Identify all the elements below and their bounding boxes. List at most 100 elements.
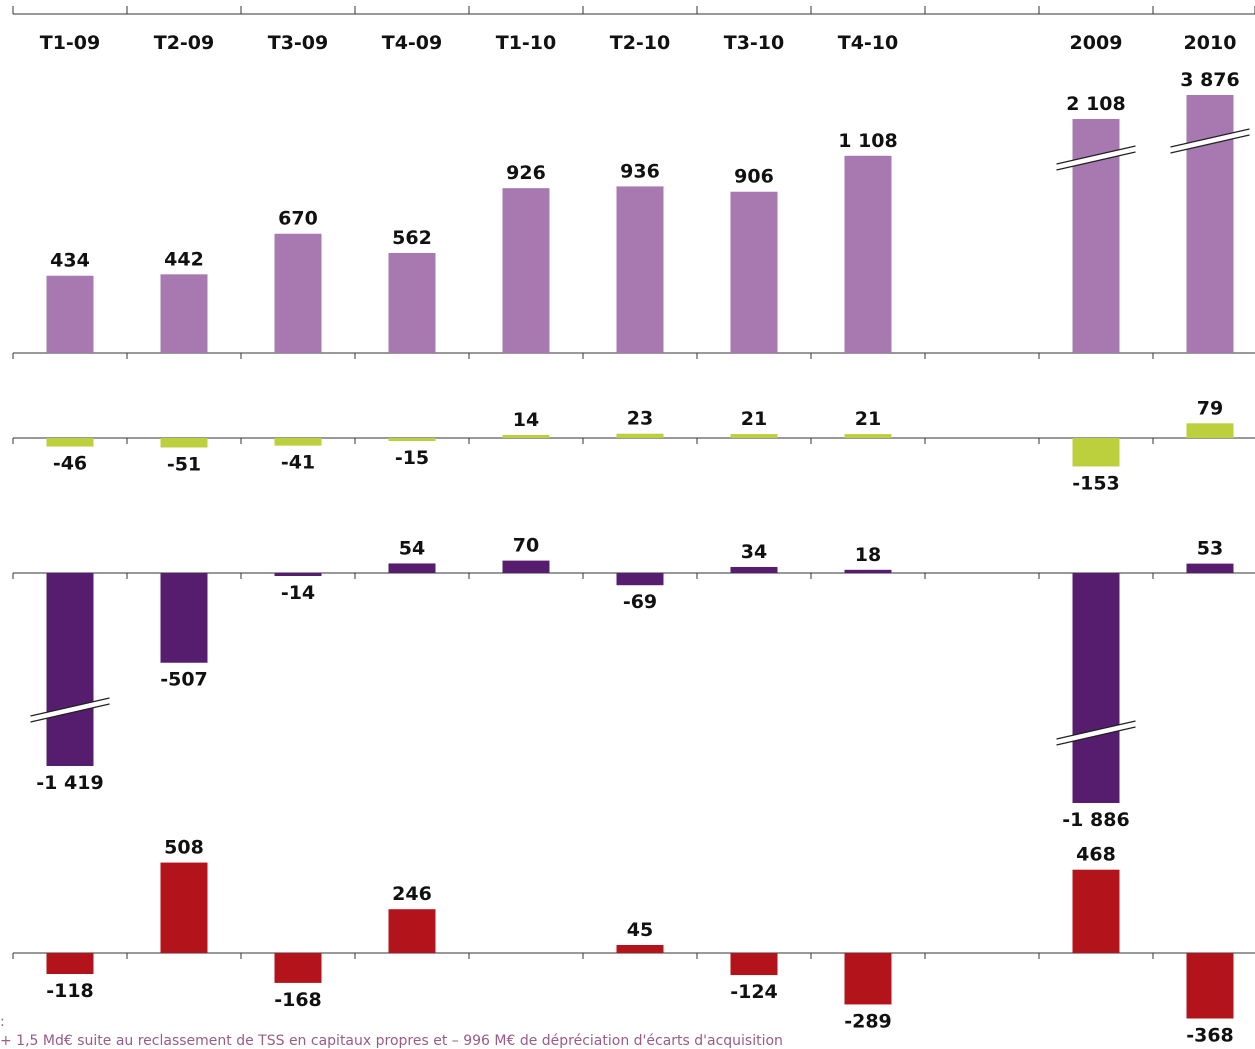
bar bbox=[1072, 438, 1120, 467]
bar bbox=[160, 274, 208, 353]
axis-break-mark bbox=[1170, 128, 1250, 154]
category-label: T3-10 bbox=[724, 32, 785, 54]
bar bbox=[1186, 953, 1234, 1019]
value-label: 14 bbox=[513, 409, 539, 431]
value-label: 936 bbox=[620, 160, 660, 182]
bar bbox=[388, 909, 436, 953]
category-label: T2-09 bbox=[154, 32, 215, 54]
bar bbox=[730, 566, 778, 573]
value-label: 906 bbox=[734, 166, 774, 188]
value-label: 442 bbox=[164, 248, 204, 270]
panel-4: -118 508 -168 246 45 -124 -289 468 -368 bbox=[12, 837, 1255, 1047]
bar bbox=[274, 438, 322, 446]
panel-3: -1 419 -507 -14 54 70 -69 34 18 -1 886 53 bbox=[12, 535, 1255, 831]
value-label: -14 bbox=[281, 582, 315, 604]
category-label: T2-10 bbox=[610, 32, 671, 54]
category-label: 2009 bbox=[1070, 32, 1123, 54]
bar bbox=[160, 573, 208, 663]
footnote-marker: : bbox=[0, 1014, 5, 1030]
bar bbox=[844, 155, 892, 353]
bar bbox=[1186, 423, 1234, 438]
bar bbox=[730, 434, 778, 438]
value-label: 23 bbox=[627, 408, 653, 430]
bar bbox=[46, 438, 94, 447]
bar bbox=[46, 573, 94, 766]
value-label: -69 bbox=[623, 591, 657, 613]
bar bbox=[616, 433, 664, 438]
value-label: 468 bbox=[1076, 844, 1116, 866]
value-label: -15 bbox=[395, 447, 429, 469]
value-label: -368 bbox=[1186, 1025, 1234, 1047]
axis-break-mark bbox=[1056, 720, 1136, 746]
bar bbox=[502, 560, 550, 573]
bar bbox=[730, 953, 778, 976]
bar bbox=[388, 252, 436, 353]
bar bbox=[388, 438, 436, 441]
value-label: 53 bbox=[1197, 538, 1223, 560]
value-label: -124 bbox=[730, 981, 778, 1003]
value-label: 246 bbox=[392, 883, 432, 905]
panel-1: 434 442 670 562 926 936 906 1 108 2 108 3 876 bbox=[12, 69, 1255, 359]
category-labels: T1-09 T2-09 T3-09 T4-09 T1-10 T2-10 T3-10 T4-10… bbox=[40, 32, 1237, 54]
top-axis bbox=[12, 6, 1255, 15]
value-label: -1 419 bbox=[36, 772, 103, 794]
category-label: T1-10 bbox=[496, 32, 557, 54]
value-label: 670 bbox=[278, 208, 318, 230]
bar bbox=[844, 569, 892, 573]
bar bbox=[616, 573, 664, 586]
bar bbox=[274, 953, 322, 983]
value-label: -168 bbox=[274, 989, 322, 1011]
bar bbox=[160, 862, 208, 953]
category-label: T3-09 bbox=[268, 32, 329, 54]
category-label: T4-09 bbox=[382, 32, 443, 54]
bar bbox=[274, 573, 322, 576]
category-label: T4-10 bbox=[838, 32, 899, 54]
bar bbox=[46, 275, 94, 353]
value-label: 562 bbox=[392, 227, 432, 249]
value-label: 34 bbox=[741, 541, 767, 563]
bar bbox=[616, 186, 664, 353]
panel-2: -46 -51 -41 -15 14 23 21 21 -153 79 bbox=[12, 397, 1255, 494]
bar bbox=[1186, 563, 1234, 573]
value-label: -118 bbox=[46, 980, 94, 1002]
bar bbox=[844, 953, 892, 1005]
value-label: 1 108 bbox=[838, 130, 898, 152]
value-label: 45 bbox=[627, 919, 653, 941]
value-label: -507 bbox=[160, 669, 208, 691]
value-label: 2 108 bbox=[1066, 93, 1126, 115]
bar bbox=[160, 438, 208, 448]
value-label: -46 bbox=[53, 453, 87, 475]
axis-break-mark bbox=[1056, 145, 1136, 171]
category-label: T1-09 bbox=[40, 32, 101, 54]
footnote-text: + 1,5 Md€ suite au reclassement de TSS e… bbox=[0, 1033, 783, 1049]
bar bbox=[616, 944, 664, 953]
bar bbox=[1072, 869, 1120, 953]
axis-break-mark bbox=[30, 697, 110, 723]
category-label: 2010 bbox=[1184, 32, 1237, 54]
bar bbox=[1072, 573, 1120, 803]
value-label: -41 bbox=[281, 452, 315, 474]
value-label: -51 bbox=[167, 453, 201, 475]
value-label: 926 bbox=[506, 162, 546, 184]
bar bbox=[844, 434, 892, 438]
value-label: 70 bbox=[513, 535, 539, 557]
bar bbox=[502, 188, 550, 353]
value-label: -153 bbox=[1072, 472, 1120, 494]
value-label: -289 bbox=[844, 1010, 892, 1032]
value-label: 508 bbox=[164, 837, 204, 859]
bar bbox=[388, 563, 436, 573]
value-label: -1 886 bbox=[1062, 809, 1129, 831]
value-label: 18 bbox=[855, 544, 881, 566]
bar bbox=[46, 953, 94, 975]
value-label: 79 bbox=[1197, 397, 1223, 419]
bar bbox=[502, 435, 550, 438]
bar bbox=[274, 233, 322, 353]
value-label: 434 bbox=[50, 250, 90, 272]
value-label: 21 bbox=[855, 408, 881, 430]
value-label: 3 876 bbox=[1180, 69, 1240, 91]
bar bbox=[730, 191, 778, 353]
value-label: 54 bbox=[399, 537, 425, 559]
value-label: 21 bbox=[741, 408, 767, 430]
